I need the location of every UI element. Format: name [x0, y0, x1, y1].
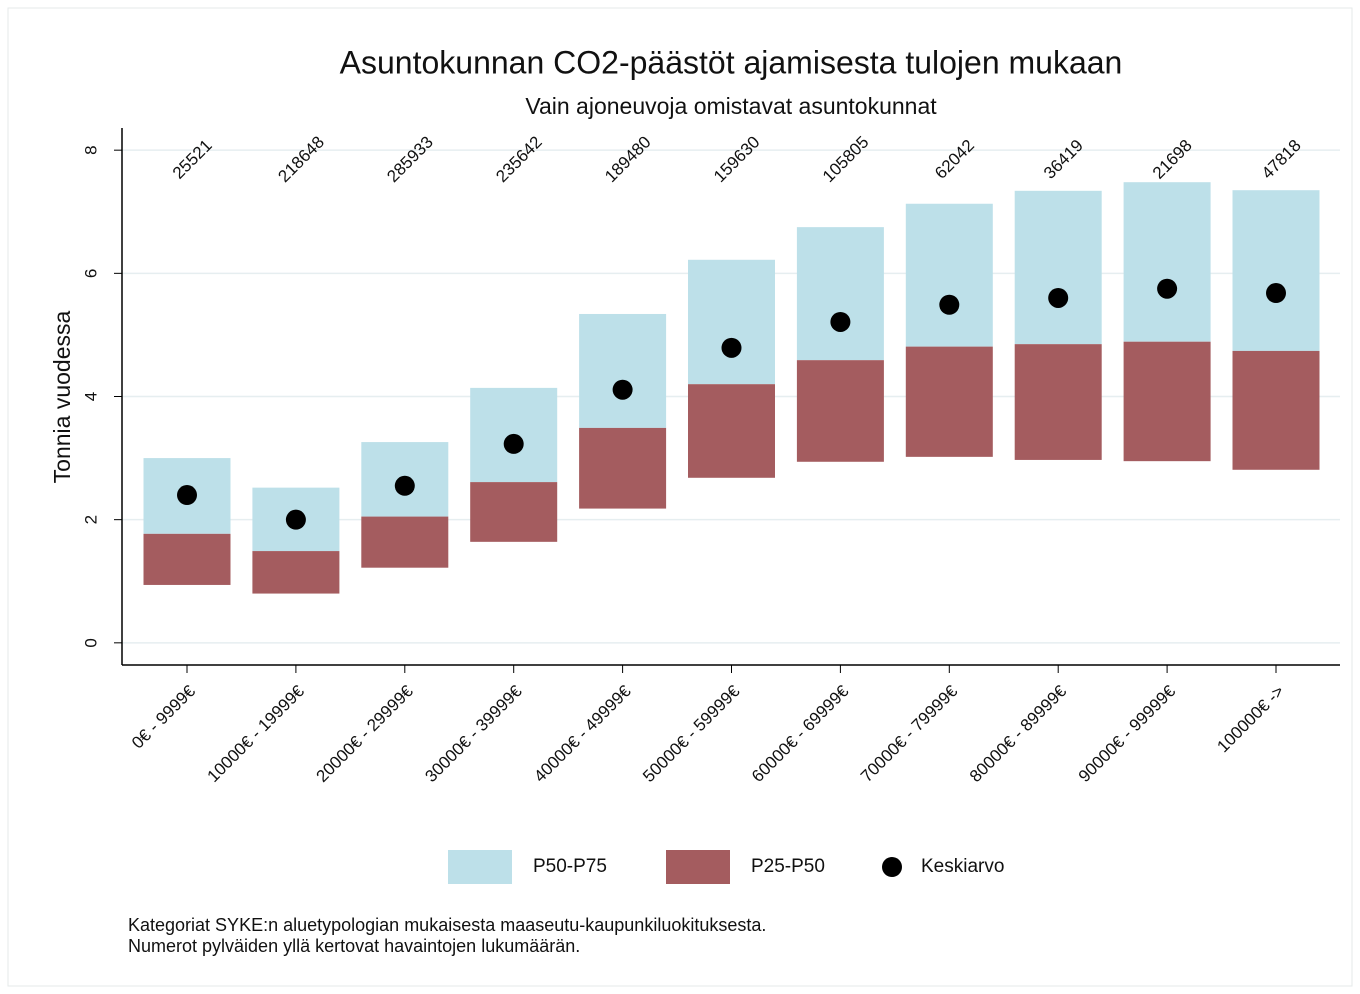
- bar: [905, 203, 993, 347]
- bar: [579, 313, 667, 428]
- mean-dot: [177, 485, 197, 506]
- note: Kategoriat SYKE:n aluetypologian mukaise…: [128, 915, 766, 935]
- legend-label: P50-P75: [533, 856, 607, 877]
- legend-dot: [882, 857, 902, 877]
- bar: [905, 346, 993, 457]
- y-tick-label: 4: [81, 392, 100, 401]
- bar: [1123, 341, 1211, 462]
- legend-label: P25-P50: [751, 856, 825, 877]
- chart-subtitle: Vain ajoneuvoja omistavat asuntokunnat: [525, 93, 937, 119]
- bar: [688, 259, 775, 385]
- bar: [579, 427, 667, 509]
- frame: [7, 7, 1353, 987]
- legend-swatch: [666, 850, 730, 884]
- mean-dot: [285, 509, 306, 530]
- y-axis-title: Tonnia vuodessa: [49, 310, 75, 483]
- mean-dot: [503, 433, 524, 454]
- bar: [688, 384, 775, 478]
- bar: [252, 551, 340, 594]
- bar: [1232, 190, 1320, 351]
- legend-label: Keskiarvo: [921, 856, 1004, 877]
- y-tick-label: 8: [81, 145, 100, 154]
- chart-title: Asuntokunnan CO2-päästöt ajamisesta tulo…: [340, 44, 1123, 80]
- bar: [1232, 350, 1320, 470]
- mean-dot: [1048, 287, 1069, 308]
- mean-dot: [1266, 283, 1286, 304]
- bar: [1014, 344, 1102, 460]
- mean-dot: [612, 379, 633, 400]
- note: Numerot pylväiden yllä kertovat havainto…: [128, 936, 580, 956]
- bar: [143, 533, 231, 585]
- bar: [1123, 182, 1211, 342]
- bar: [361, 516, 449, 568]
- bar: [1014, 190, 1102, 345]
- y-tick-label: 2: [81, 515, 100, 524]
- mean-dot: [939, 294, 960, 315]
- mean-dot: [394, 475, 415, 496]
- y-tick-label: 6: [81, 269, 100, 278]
- mean-dot: [721, 337, 742, 358]
- y-tick-label: 0: [81, 638, 100, 647]
- mean-dot: [1157, 278, 1178, 299]
- bar: [796, 360, 884, 462]
- mean-dot: [830, 311, 851, 332]
- bar: [470, 482, 558, 542]
- legend-swatch: [448, 850, 512, 884]
- bar: [796, 227, 884, 361]
